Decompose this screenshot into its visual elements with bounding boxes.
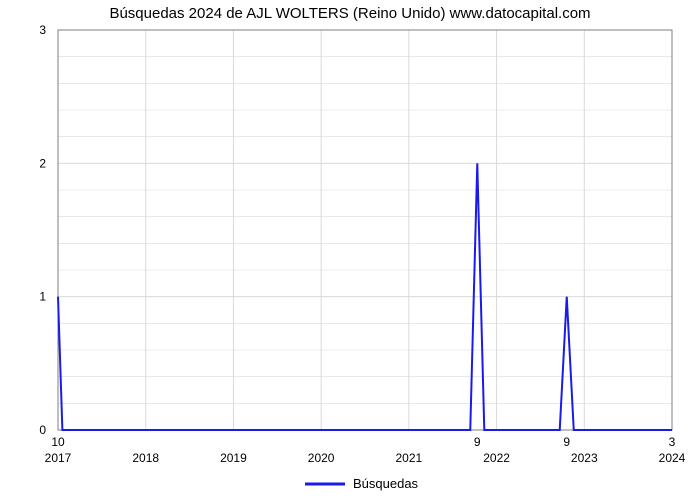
searches-line-chart: Búsquedas 2024 de AJL WOLTERS (Reino Uni… (0, 0, 700, 500)
y-tick-label: 0 (39, 423, 46, 437)
x-tick-label: 2019 (220, 451, 247, 465)
point-value-label: 10 (51, 435, 65, 449)
x-tick-label: 2022 (483, 451, 510, 465)
x-tick-label: 2024 (659, 451, 686, 465)
y-tick-label: 3 (39, 23, 46, 37)
x-tick-label: 2023 (571, 451, 598, 465)
y-tick-label: 1 (39, 290, 46, 304)
x-tick-label: 2021 (396, 451, 423, 465)
y-tick-label: 2 (39, 156, 46, 170)
x-tick-label: 2018 (132, 451, 159, 465)
x-tick-label: 2020 (308, 451, 335, 465)
chart-title: Búsquedas 2024 de AJL WOLTERS (Reino Uni… (109, 5, 590, 22)
legend-label: Búsquedas (353, 476, 419, 491)
point-value-label: 3 (669, 435, 676, 449)
point-value-label: 9 (474, 435, 481, 449)
chart-background (0, 0, 700, 500)
x-tick-label: 2017 (45, 451, 72, 465)
point-value-label: 9 (563, 435, 570, 449)
